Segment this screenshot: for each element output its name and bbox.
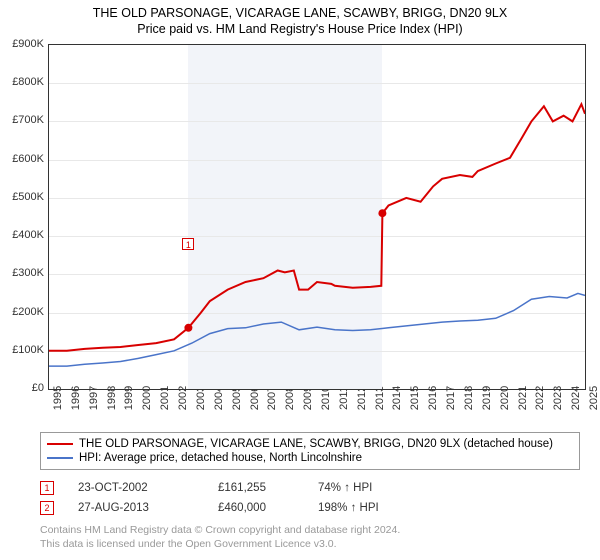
legend-label-2: HPI: Average price, detached house, Nort… [79,452,362,464]
event-row-1: 1 23-OCT-2002 £161,255 74% ↑ HPI [40,478,438,498]
footer-attribution: Contains HM Land Registry data © Crown c… [40,524,400,551]
legend-row-1: THE OLD PARSONAGE, VICARAGE LANE, SCAWBY… [47,437,573,451]
legend: THE OLD PARSONAGE, VICARAGE LANE, SCAWBY… [40,432,580,470]
event-marker-1: 1 [40,481,54,495]
event-date-2: 27-AUG-2013 [78,502,218,514]
plot-area: 12 [48,44,586,390]
y-tick-label: £100K [0,344,44,356]
y-tick-label: £900K [0,38,44,50]
y-tick-label: £200K [0,306,44,318]
chart-container: THE OLD PARSONAGE, VICARAGE LANE, SCAWBY… [0,0,600,560]
y-tick-label: £300K [0,267,44,279]
footer-line-2: This data is licensed under the Open Gov… [40,538,400,552]
y-tick-label: £600K [0,153,44,165]
event-marker-2: 2 [40,501,54,515]
legend-swatch-1 [47,443,73,445]
chart-title-line2: Price paid vs. HM Land Registry's House … [0,22,600,36]
y-tick-label: £0 [0,382,44,394]
y-tick-label: £500K [0,191,44,203]
event-row-2: 2 27-AUG-2013 £460,000 198% ↑ HPI [40,498,438,518]
event-table: 1 23-OCT-2002 £161,255 74% ↑ HPI 2 27-AU… [40,478,438,518]
x-tick-label: 2025 [588,386,600,410]
y-tick-label: £800K [0,76,44,88]
event-rel-2: 198% ↑ HPI [318,502,438,514]
event-date-1: 23-OCT-2002 [78,482,218,494]
shaded-band [188,45,382,389]
y-tick-label: £400K [0,229,44,241]
legend-swatch-2 [47,457,73,459]
event-rel-1: 74% ↑ HPI [318,482,438,494]
legend-row-2: HPI: Average price, detached house, Nort… [47,451,573,465]
legend-label-1: THE OLD PARSONAGE, VICARAGE LANE, SCAWBY… [79,438,553,450]
title-block: THE OLD PARSONAGE, VICARAGE LANE, SCAWBY… [0,0,600,36]
chart-title-line1: THE OLD PARSONAGE, VICARAGE LANE, SCAWBY… [0,6,600,20]
y-tick-label: £700K [0,114,44,126]
event-price-1: £161,255 [218,482,318,494]
footer-line-1: Contains HM Land Registry data © Crown c… [40,524,400,538]
event-price-2: £460,000 [218,502,318,514]
marker-label-1: 1 [182,238,194,250]
